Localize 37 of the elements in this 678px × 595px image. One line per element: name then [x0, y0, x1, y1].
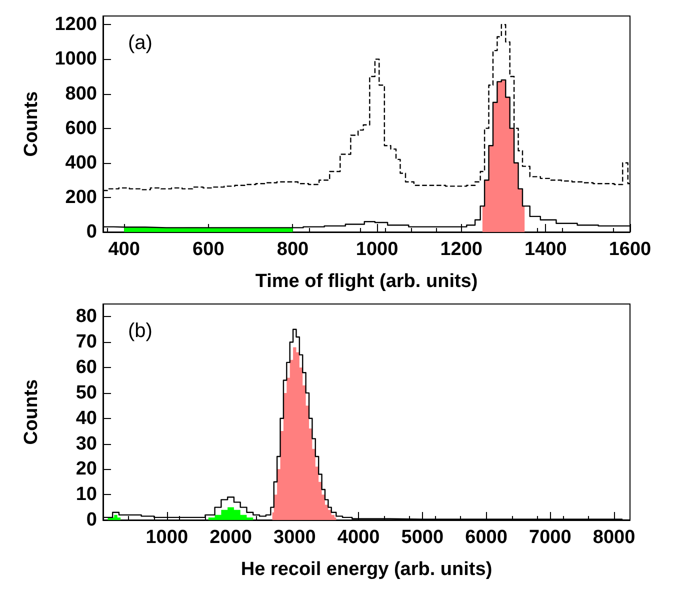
y-tick-label: 800	[65, 83, 97, 104]
x-tick-label: 800	[276, 239, 309, 260]
x-tick-label: 400	[108, 239, 140, 260]
y-axis-title: Counts	[21, 91, 42, 157]
x-tick-label: 4000	[337, 527, 380, 548]
y-tick-label: 80	[76, 306, 97, 328]
y-tick-label: 1000	[54, 48, 97, 70]
annotation: (b)	[128, 320, 152, 342]
y-tick-label: 40	[76, 408, 97, 429]
y-tick-label: 30	[76, 433, 97, 454]
x-tick-label: 1000	[356, 239, 398, 260]
y-tick-label: 70	[76, 332, 97, 353]
x-axis-title: He recoil energy (arb. units)	[240, 559, 492, 580]
x-axis-title: Time of flight (arb. units)	[255, 271, 478, 292]
y-tick-label: 20	[76, 458, 97, 480]
y-tick-label: 1200	[54, 14, 97, 36]
y-tick-label: 600	[65, 118, 97, 139]
y-tick-label: 10	[76, 484, 97, 506]
annotation: (a)	[128, 32, 152, 54]
y-tick-label: 0	[86, 222, 97, 242]
x-tick-label: 1000	[146, 527, 188, 548]
y-tick-label: 200	[65, 186, 97, 208]
y-tick-label: 400	[65, 152, 97, 174]
x-tick-label: 1400	[524, 239, 567, 260]
x-tick-label: 7000	[529, 527, 572, 548]
x-tick-label: 5000	[401, 527, 444, 548]
x-tick-label: 1600	[608, 239, 652, 260]
x-tick-label: 2000	[210, 527, 252, 548]
x-tick-label: 8000	[592, 527, 636, 548]
y-tick-label: 0	[86, 510, 97, 530]
y-axis-title: Counts	[21, 379, 42, 445]
y-tick-label: 60	[76, 357, 97, 378]
x-tick-label: 1200	[440, 239, 482, 260]
x-tick-label: 600	[192, 239, 224, 260]
x-tick-label: 3000	[273, 527, 316, 548]
y-tick-label: 50	[76, 382, 97, 404]
x-tick-label: 6000	[465, 527, 508, 548]
